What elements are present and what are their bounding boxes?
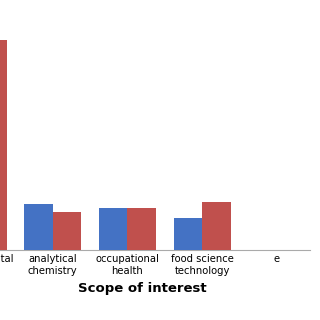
Bar xyxy=(24,204,53,250)
Bar xyxy=(202,202,230,250)
Bar xyxy=(0,40,6,250)
Bar xyxy=(53,212,81,250)
Bar xyxy=(174,218,202,250)
X-axis label: Scope of interest: Scope of interest xyxy=(78,282,207,295)
Bar xyxy=(127,208,156,250)
Bar xyxy=(99,208,127,250)
